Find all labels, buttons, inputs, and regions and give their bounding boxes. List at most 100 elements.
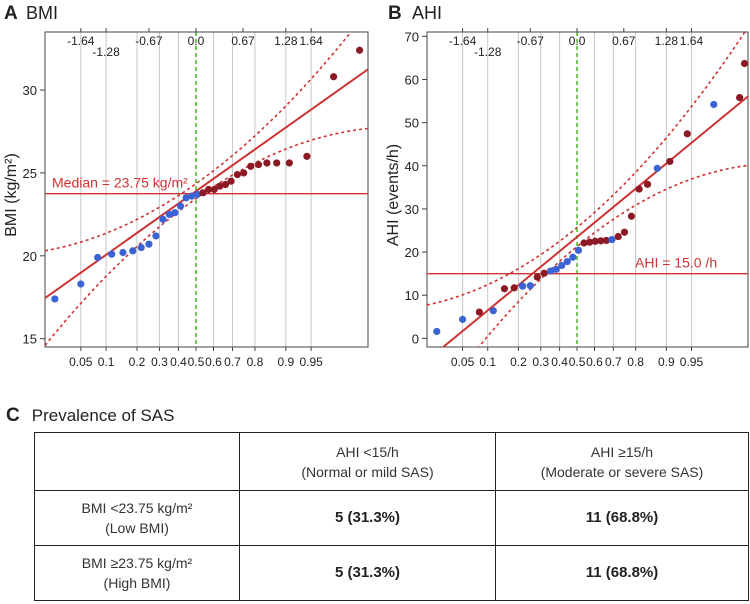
data-point-high xyxy=(627,212,636,220)
x-tick-label: 0.05 xyxy=(69,355,93,369)
data-point-low xyxy=(489,307,497,315)
data-point-low xyxy=(165,210,173,218)
data-point-low xyxy=(171,209,179,217)
x-tick-label: 0.95 xyxy=(680,355,704,369)
header-ahi-low: AHI <15/h (Normal or mild SAS) xyxy=(239,432,496,491)
top-tick-label: -1.28 xyxy=(474,45,502,59)
data-point-high xyxy=(591,237,599,245)
data-point-high xyxy=(736,93,744,102)
data-point-high xyxy=(247,162,255,170)
x-tick-label: 0.4 xyxy=(551,355,568,369)
data-point-low xyxy=(193,190,201,199)
top-tick-label: 0.0 xyxy=(569,34,586,48)
top-tick-label: 1.64 xyxy=(299,34,323,48)
panel-b-plot: 0 10 20 30 40 50 60 70 0.05 0.1 0.2 0.3 0.4 0.5 0.6 0.7… xyxy=(405,28,749,369)
data-point-low xyxy=(145,240,153,248)
y-tick-label: 20 xyxy=(23,249,37,264)
data-point-high xyxy=(510,284,518,292)
data-point-high xyxy=(205,185,213,194)
x-tick-label: 0.6 xyxy=(205,355,222,369)
data-point-high xyxy=(580,239,588,247)
data-point-high xyxy=(285,159,293,167)
header-ahi-high: AHI ≥15/h (Moderate or severe SAS) xyxy=(495,432,749,491)
x-tick-label: 0.95 xyxy=(299,355,323,369)
data-point-low xyxy=(433,327,441,336)
data-point-high xyxy=(227,177,235,185)
top-tick-label: 1.28 xyxy=(274,34,298,48)
data-point-low xyxy=(51,295,59,303)
top-tick-label: -1.64 xyxy=(449,34,477,48)
row-label-high-bmi: BMI ≥23.75 kg/m² (High BMI) xyxy=(34,545,240,601)
x-tick-label: 0.2 xyxy=(510,355,527,369)
top-tick-label: -0.67 xyxy=(135,34,163,48)
data-point-high xyxy=(740,59,749,68)
y-tick-label: 60 xyxy=(405,72,419,87)
data-point-high xyxy=(475,308,483,316)
data-point-low xyxy=(552,265,560,273)
x-tick-label: 0.6 xyxy=(586,355,603,369)
data-point-low xyxy=(188,192,196,200)
data-point-high xyxy=(614,232,622,241)
data-point-high xyxy=(273,159,281,167)
data-point-high xyxy=(210,185,218,194)
data-point-high xyxy=(683,130,691,138)
x-tick-label: 0.5 xyxy=(569,355,586,369)
data-point-high xyxy=(263,159,271,167)
data-point-high xyxy=(585,238,594,246)
data-point-high xyxy=(216,182,224,190)
data-point-low xyxy=(563,257,571,266)
fit-line xyxy=(441,95,748,347)
data-point-low xyxy=(137,243,145,252)
confidence-band-lower xyxy=(45,127,368,346)
data-point-high xyxy=(620,228,629,236)
data-point-high xyxy=(254,161,263,169)
confidence-band-lower xyxy=(477,164,748,347)
panel-b-title: AHI xyxy=(412,3,442,23)
reference-label: AHI = 15.0 /h xyxy=(635,255,717,271)
data-point-high xyxy=(602,236,610,245)
y-tick-label: 70 xyxy=(405,29,419,44)
plot-area xyxy=(427,32,748,347)
panel-a-ylabel: BMI (kg/m²) xyxy=(3,153,20,237)
top-tick-label: 0.67 xyxy=(231,34,255,48)
data-point-high xyxy=(233,170,241,179)
data-point-low xyxy=(519,282,527,290)
x-tick-label: 0.1 xyxy=(479,355,496,369)
data-point-high xyxy=(303,152,311,160)
x-tick-label: 0.3 xyxy=(151,355,168,369)
top-tick-label: -0.67 xyxy=(517,34,545,48)
data-point-low xyxy=(569,253,577,261)
y-tick-label: 15 xyxy=(23,332,37,347)
data-point-low xyxy=(176,202,185,210)
panel-a-plot: 15 20 25 30 0.05 0.1 0.2 0.3 0.4 0.5 0.6 0.7 0.8 0.9 0… xyxy=(23,28,369,369)
top-tick-label: -1.64 xyxy=(67,34,95,48)
data-point-low xyxy=(119,248,127,257)
data-point-high xyxy=(500,285,509,293)
cell-low-bmi-low-ahi: 5 (31.3%) xyxy=(239,490,496,546)
y-tick-label: 30 xyxy=(23,83,37,98)
data-point-low xyxy=(182,194,190,202)
data-point-high xyxy=(540,269,548,277)
x-tick-label: 0.5 xyxy=(188,355,205,369)
table-row: BMI <23.75 kg/m² (Low BMI) 5 (31.3%) 11 (… xyxy=(34,490,749,546)
x-tick-label: 0.2 xyxy=(129,355,146,369)
data-point-high xyxy=(329,73,338,81)
data-point-high xyxy=(666,157,674,166)
data-point-low xyxy=(710,100,718,109)
x-tick-label: 0.9 xyxy=(278,355,295,369)
y-tick-label: 0 xyxy=(412,331,419,346)
reference-label: Median = 23.75 kg/m² xyxy=(52,175,188,191)
x-tick-label: 0.3 xyxy=(532,355,549,369)
panel-a-letter: A xyxy=(4,3,18,24)
panel-b-ylabel: AHI (events/h) xyxy=(385,144,402,246)
top-tick-label: 1.64 xyxy=(680,34,704,48)
data-point-low xyxy=(574,246,583,254)
data-point-low xyxy=(526,282,534,290)
data-point-high xyxy=(355,46,364,54)
confidence-band-upper xyxy=(45,32,352,252)
table-header-row: AHI <15/h (Normal or mild SAS) AHI ≥15/h(… xyxy=(34,432,749,491)
row-label-low-bmi: BMI <23.75 kg/m² (Low BMI) xyxy=(34,490,240,546)
top-tick-label: -1.28 xyxy=(92,45,120,59)
data-point-low xyxy=(159,215,167,223)
